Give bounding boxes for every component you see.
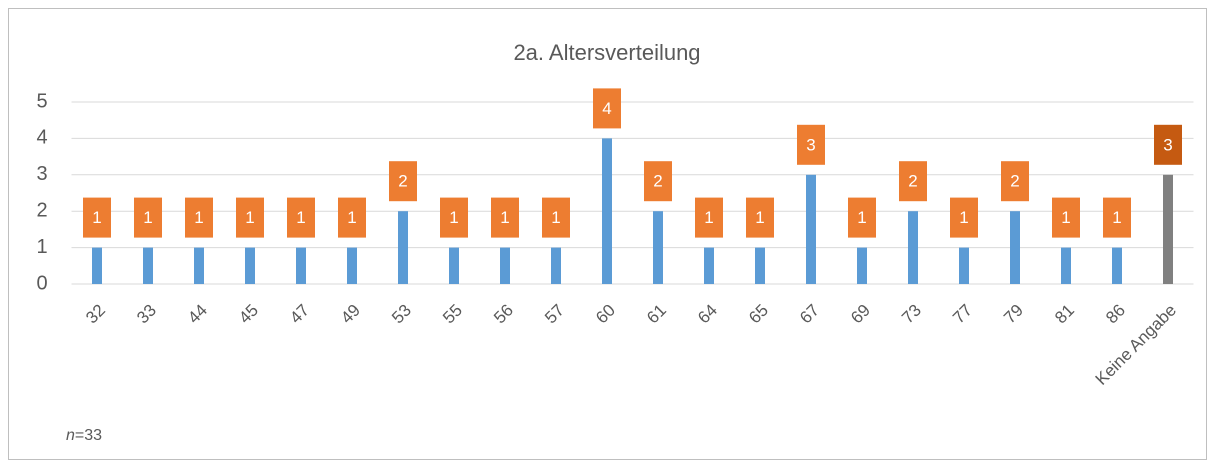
data-label: 1 <box>194 208 203 227</box>
bar <box>551 247 561 284</box>
annotation: n=33 <box>66 427 102 444</box>
data-label: 1 <box>551 208 560 227</box>
bar <box>1061 247 1071 284</box>
data-label-box <box>389 161 417 202</box>
data-label-box <box>695 197 723 238</box>
data-label-box <box>134 197 162 238</box>
data-label: 1 <box>1061 208 1070 227</box>
data-label: 1 <box>959 208 968 227</box>
data-label: 2 <box>908 172 917 191</box>
bar <box>959 247 969 284</box>
bar <box>806 174 816 284</box>
data-label-box <box>236 197 264 238</box>
bar <box>92 247 102 284</box>
data-label: 2 <box>653 172 662 191</box>
data-label: 1 <box>500 208 509 227</box>
y-tick-label: 5 <box>36 90 47 112</box>
bar <box>1163 174 1173 284</box>
bar <box>653 211 663 284</box>
bar <box>194 247 204 284</box>
data-label-box <box>185 197 213 238</box>
data-label-box <box>1103 197 1131 238</box>
data-label-box <box>287 197 315 238</box>
data-label-box <box>644 161 672 202</box>
bar <box>398 211 408 284</box>
data-label-box <box>899 161 927 202</box>
bar <box>908 211 918 284</box>
data-label: 1 <box>755 208 764 227</box>
data-label: 4 <box>602 99 611 118</box>
y-tick-label: 2 <box>36 199 47 221</box>
data-label: 1 <box>1112 208 1121 227</box>
data-label: 3 <box>806 135 815 154</box>
annotation-text: =33 <box>75 427 102 444</box>
data-label-box <box>338 197 366 238</box>
data-label-box <box>1001 161 1029 202</box>
data-label: 2 <box>1010 172 1019 191</box>
bar <box>347 247 357 284</box>
data-label: 3 <box>1163 135 1172 154</box>
bar <box>1112 247 1122 284</box>
bar <box>602 138 612 284</box>
data-label-box <box>1052 197 1080 238</box>
data-label-box <box>950 197 978 238</box>
data-label-box <box>593 88 621 129</box>
data-label-box <box>542 197 570 238</box>
y-tick-label: 3 <box>36 163 47 185</box>
data-label-box <box>1154 124 1182 165</box>
bar <box>245 247 255 284</box>
annotation-variable: n <box>66 427 75 444</box>
bar <box>704 247 714 284</box>
data-label: 1 <box>143 208 152 227</box>
data-label: 1 <box>857 208 866 227</box>
data-label-box <box>491 197 519 238</box>
data-label: 2 <box>398 172 407 191</box>
y-tick-label: 4 <box>36 127 47 149</box>
y-tick-label: 1 <box>36 236 47 258</box>
bar <box>857 247 867 284</box>
data-label: 1 <box>449 208 458 227</box>
data-label-box <box>746 197 774 238</box>
data-label: 1 <box>704 208 713 227</box>
data-label-box <box>440 197 468 238</box>
data-label: 1 <box>347 208 356 227</box>
data-label-box <box>848 197 876 238</box>
chart-title: 2a. Altersverteilung <box>513 40 700 65</box>
data-label-box <box>83 197 111 238</box>
bar <box>500 247 510 284</box>
bar <box>1010 211 1020 284</box>
data-label-box <box>797 124 825 165</box>
data-label: 1 <box>92 208 101 227</box>
bar <box>143 247 153 284</box>
bar <box>296 247 306 284</box>
bar <box>755 247 765 284</box>
data-label: 1 <box>245 208 254 227</box>
data-label: 1 <box>296 208 305 227</box>
y-tick-label: 0 <box>36 272 47 294</box>
bar <box>449 247 459 284</box>
